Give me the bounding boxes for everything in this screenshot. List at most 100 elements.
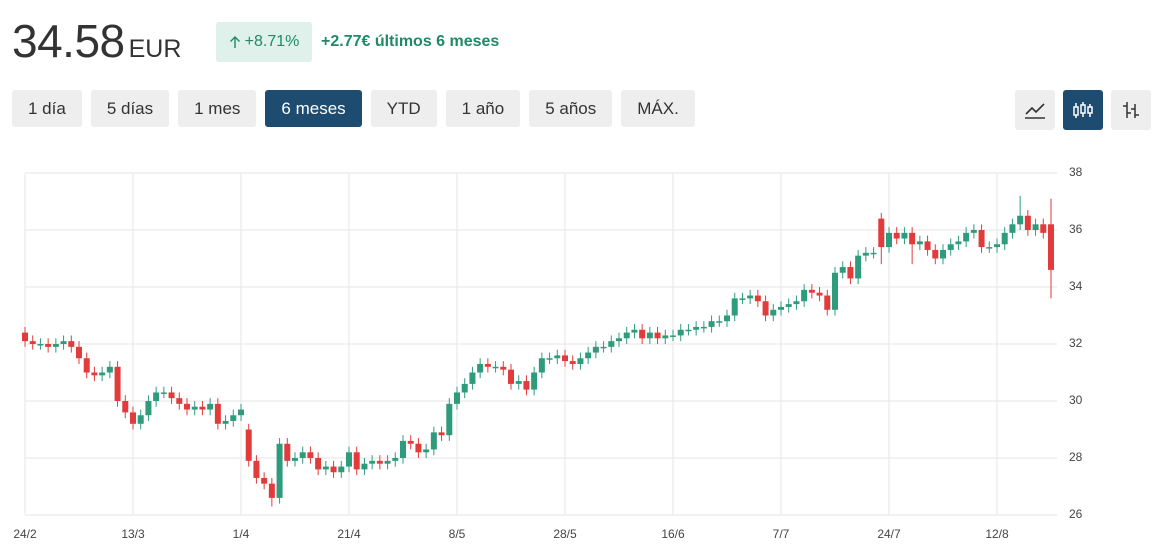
candle-body: [392, 458, 399, 461]
candle-body: [361, 463, 368, 470]
candle-body: [940, 249, 946, 259]
up-arrow-icon: [229, 36, 240, 48]
x-tick-label: 13/3: [121, 527, 145, 541]
candle-body: [1032, 224, 1039, 230]
candle-body: [932, 249, 939, 259]
range-button[interactable]: 5 años: [529, 90, 613, 127]
candle-body: [677, 329, 684, 336]
candle-body: [739, 298, 746, 300]
candle-body: [222, 420, 229, 424]
candle-body: [153, 392, 160, 401]
range-button[interactable]: 1 año: [445, 90, 521, 127]
candle-body: [816, 292, 823, 296]
candle-body: [839, 267, 846, 273]
candle-body: [191, 406, 198, 410]
candle-body: [500, 366, 507, 370]
candle-body: [924, 241, 931, 250]
candle-body: [639, 329, 646, 339]
ohlc-icon: [1123, 102, 1139, 118]
candle-body: [878, 218, 885, 248]
candle-body: [315, 458, 322, 470]
candle-body: [662, 335, 669, 339]
candle-body: [307, 452, 314, 458]
candle-body: [538, 358, 545, 373]
candle-body: [114, 366, 121, 401]
y-tick-label: 38: [1069, 165, 1083, 179]
ohlc-button[interactable]: [1111, 90, 1151, 130]
candle-body: [608, 341, 615, 347]
candle-body: [832, 272, 838, 310]
range-button[interactable]: 1 mes: [178, 90, 257, 127]
x-tick-label: 1/4: [233, 527, 250, 541]
x-tick-label: 7/7: [773, 527, 790, 541]
candle-body: [137, 415, 144, 424]
candle-body: [99, 372, 106, 376]
candle-body: [130, 412, 136, 424]
range-button[interactable]: MÁX.: [621, 90, 695, 127]
candle-body: [685, 329, 692, 332]
y-tick-label: 26: [1069, 507, 1083, 521]
candlestick-button[interactable]: [1063, 90, 1103, 130]
candle-body: [160, 392, 167, 394]
candle-body: [60, 341, 67, 344]
candle-body: [523, 381, 530, 390]
candle-body: [52, 344, 59, 347]
candle-body: [469, 372, 476, 384]
candle-body: [1048, 224, 1054, 270]
candle-body: [970, 230, 977, 233]
y-tick-label: 34: [1069, 279, 1083, 293]
candle-body: [901, 232, 908, 239]
range-button[interactable]: 6 meses: [265, 90, 362, 127]
candle-body: [778, 306, 784, 310]
candle-body: [1017, 215, 1024, 225]
line-chart-button[interactable]: [1015, 90, 1055, 130]
candle-body: [276, 443, 283, 498]
line-icon: [1025, 103, 1045, 119]
x-tick-label: 28/5: [553, 527, 577, 541]
range-button[interactable]: YTD: [370, 90, 437, 127]
price: 34.58: [12, 15, 125, 67]
candle-body: [477, 363, 484, 373]
candle-body: [592, 346, 599, 353]
candle-body: [562, 355, 568, 362]
candle-body: [1024, 215, 1031, 230]
candle-body: [76, 346, 82, 359]
candle-body: [145, 401, 152, 416]
range-button[interactable]: 1 día: [12, 90, 82, 127]
candle-body: [623, 332, 630, 339]
candle-body: [515, 381, 522, 384]
candle-body: [438, 432, 445, 436]
candle-body: [45, 344, 52, 347]
chart: 26 28 30 32 34 36 38 24/2 13/3 1/4 21/4 8/5 28/5 16/6…: [13, 165, 1083, 541]
candle-body: [916, 241, 923, 245]
candle-body: [847, 267, 854, 279]
candle-body: [492, 366, 499, 369]
candle-body: [978, 230, 985, 248]
candle-body: [770, 309, 777, 316]
candle-body: [376, 460, 383, 464]
candle-body: [22, 332, 28, 342]
candle-body: [531, 372, 538, 390]
y-tick-label: 30: [1069, 393, 1083, 407]
candle-body: [407, 440, 414, 444]
candle-body: [245, 429, 252, 461]
candle-body: [731, 298, 738, 316]
range-button[interactable]: 5 días: [90, 90, 170, 127]
candle-body: [230, 415, 237, 421]
change-text: +2.77€ últimos 6 meses: [321, 33, 500, 50]
candle-body: [37, 344, 44, 346]
candle-body: [91, 372, 98, 376]
candle-body: [793, 301, 800, 305]
candle-body: [909, 232, 916, 245]
candle-body: [762, 301, 769, 316]
candle-body: [384, 460, 391, 464]
candle-body: [484, 363, 491, 367]
candle-body: [353, 452, 360, 470]
candle-body: [654, 332, 661, 339]
x-tick-label: 8/5: [449, 527, 466, 541]
candle-body: [616, 338, 622, 342]
candle-body: [284, 443, 291, 461]
candle-body: [508, 369, 514, 384]
candle-body: [785, 304, 792, 307]
candle-body: [855, 255, 862, 279]
